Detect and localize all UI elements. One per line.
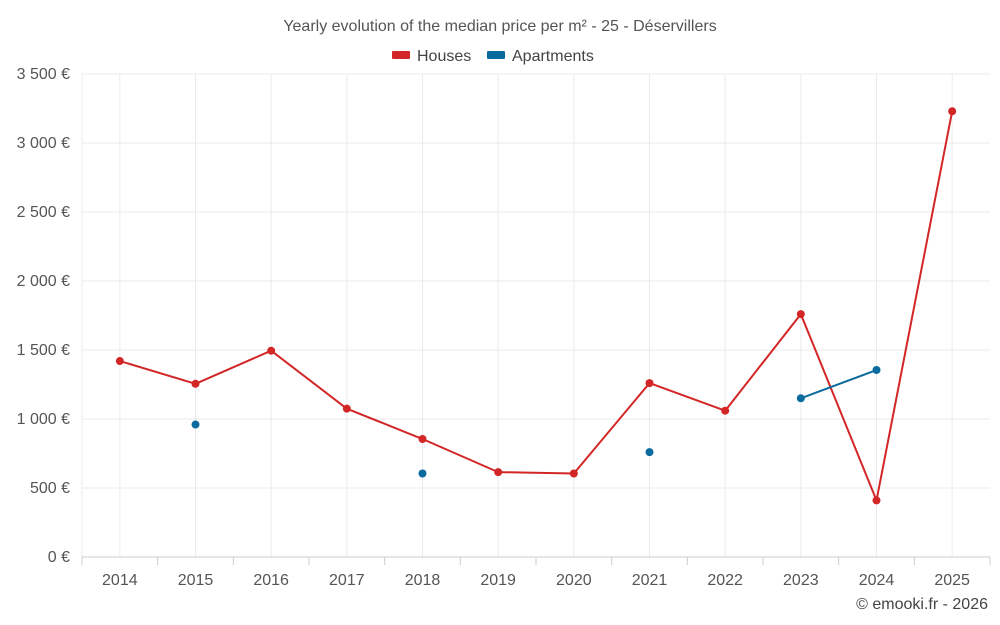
data-point-houses[interactable] <box>721 406 730 415</box>
data-point-houses[interactable] <box>115 357 124 366</box>
x-tick-label: 2014 <box>102 572 138 589</box>
series-line-houses <box>270 349 348 410</box>
data-point-apartments[interactable] <box>796 394 805 403</box>
series-houses <box>115 107 957 505</box>
x-tick-label: 2015 <box>178 572 214 589</box>
legend-swatch-houses <box>392 51 410 59</box>
data-point-houses[interactable] <box>267 346 276 355</box>
series-line-houses <box>572 382 651 475</box>
x-tick-label: 2023 <box>783 572 819 589</box>
series-line-houses <box>421 438 500 474</box>
series-line-houses <box>724 313 802 412</box>
x-tick-label: 2024 <box>859 572 895 589</box>
credit-text: © emooki.fr - 2026 <box>856 596 988 613</box>
data-point-apartments[interactable] <box>191 420 200 429</box>
data-point-houses[interactable] <box>418 435 427 444</box>
series-line-houses <box>118 360 197 385</box>
y-tick-label: 500 € <box>30 480 70 497</box>
data-point-apartments[interactable] <box>418 469 427 478</box>
series-line-houses <box>345 407 424 441</box>
data-point-houses[interactable] <box>569 469 578 478</box>
plot-area <box>115 107 957 505</box>
legend: Houses Apartments <box>392 48 594 65</box>
data-point-houses[interactable] <box>191 379 200 388</box>
x-axis: 2014 2015 2016 2017 2018 2019 2020 2021 2022 2023… <box>81 556 991 589</box>
x-tick-label: 2019 <box>480 572 516 589</box>
data-point-apartments[interactable] <box>645 448 654 457</box>
y-tick-label: 3 500 € <box>17 66 70 83</box>
data-point-houses[interactable] <box>494 468 503 477</box>
data-point-apartments[interactable] <box>872 366 881 375</box>
x-tick-label: 2018 <box>405 572 441 589</box>
y-tick-label: 1 000 € <box>17 411 70 428</box>
data-point-houses[interactable] <box>872 496 881 505</box>
x-tick-label: 2021 <box>632 572 668 589</box>
data-point-houses[interactable] <box>948 107 957 116</box>
series-apartments <box>191 366 881 478</box>
y-tick-label: 1 500 € <box>17 342 70 359</box>
y-tick-label: 2 000 € <box>17 273 70 290</box>
gridlines <box>81 73 990 557</box>
chart-title: Yearly evolution of the median price per… <box>283 18 716 35</box>
series-line-houses <box>875 110 954 502</box>
legend-label-apartments: Apartments <box>512 48 594 65</box>
x-tick-label: 2017 <box>329 572 365 589</box>
legend-item-apartments[interactable]: Apartments <box>487 48 594 65</box>
y-tick-label: 3 000 € <box>17 135 70 152</box>
legend-item-houses[interactable]: Houses <box>392 48 471 65</box>
series-line-apartments <box>799 369 878 400</box>
series-line-houses <box>194 349 273 385</box>
y-tick-label: 0 € <box>48 549 70 566</box>
data-point-houses[interactable] <box>342 404 351 413</box>
x-tick-label: 2025 <box>934 572 970 589</box>
series-line-houses <box>497 471 575 475</box>
x-tick-label: 2016 <box>253 572 289 589</box>
y-axis: 0 € 500 € 1 000 € 1 500 € 2 000 € 2 500 € 3 00… <box>17 66 70 566</box>
legend-label-houses: Houses <box>417 48 471 65</box>
series-line-houses <box>648 382 727 412</box>
x-tick-label: 2022 <box>707 572 743 589</box>
legend-swatch-apartments <box>487 51 505 59</box>
series-line-houses <box>799 313 878 502</box>
y-tick-label: 2 500 € <box>17 204 70 221</box>
x-tick-label: 2020 <box>556 572 592 589</box>
data-point-houses[interactable] <box>796 310 805 319</box>
data-point-houses[interactable] <box>645 379 654 388</box>
